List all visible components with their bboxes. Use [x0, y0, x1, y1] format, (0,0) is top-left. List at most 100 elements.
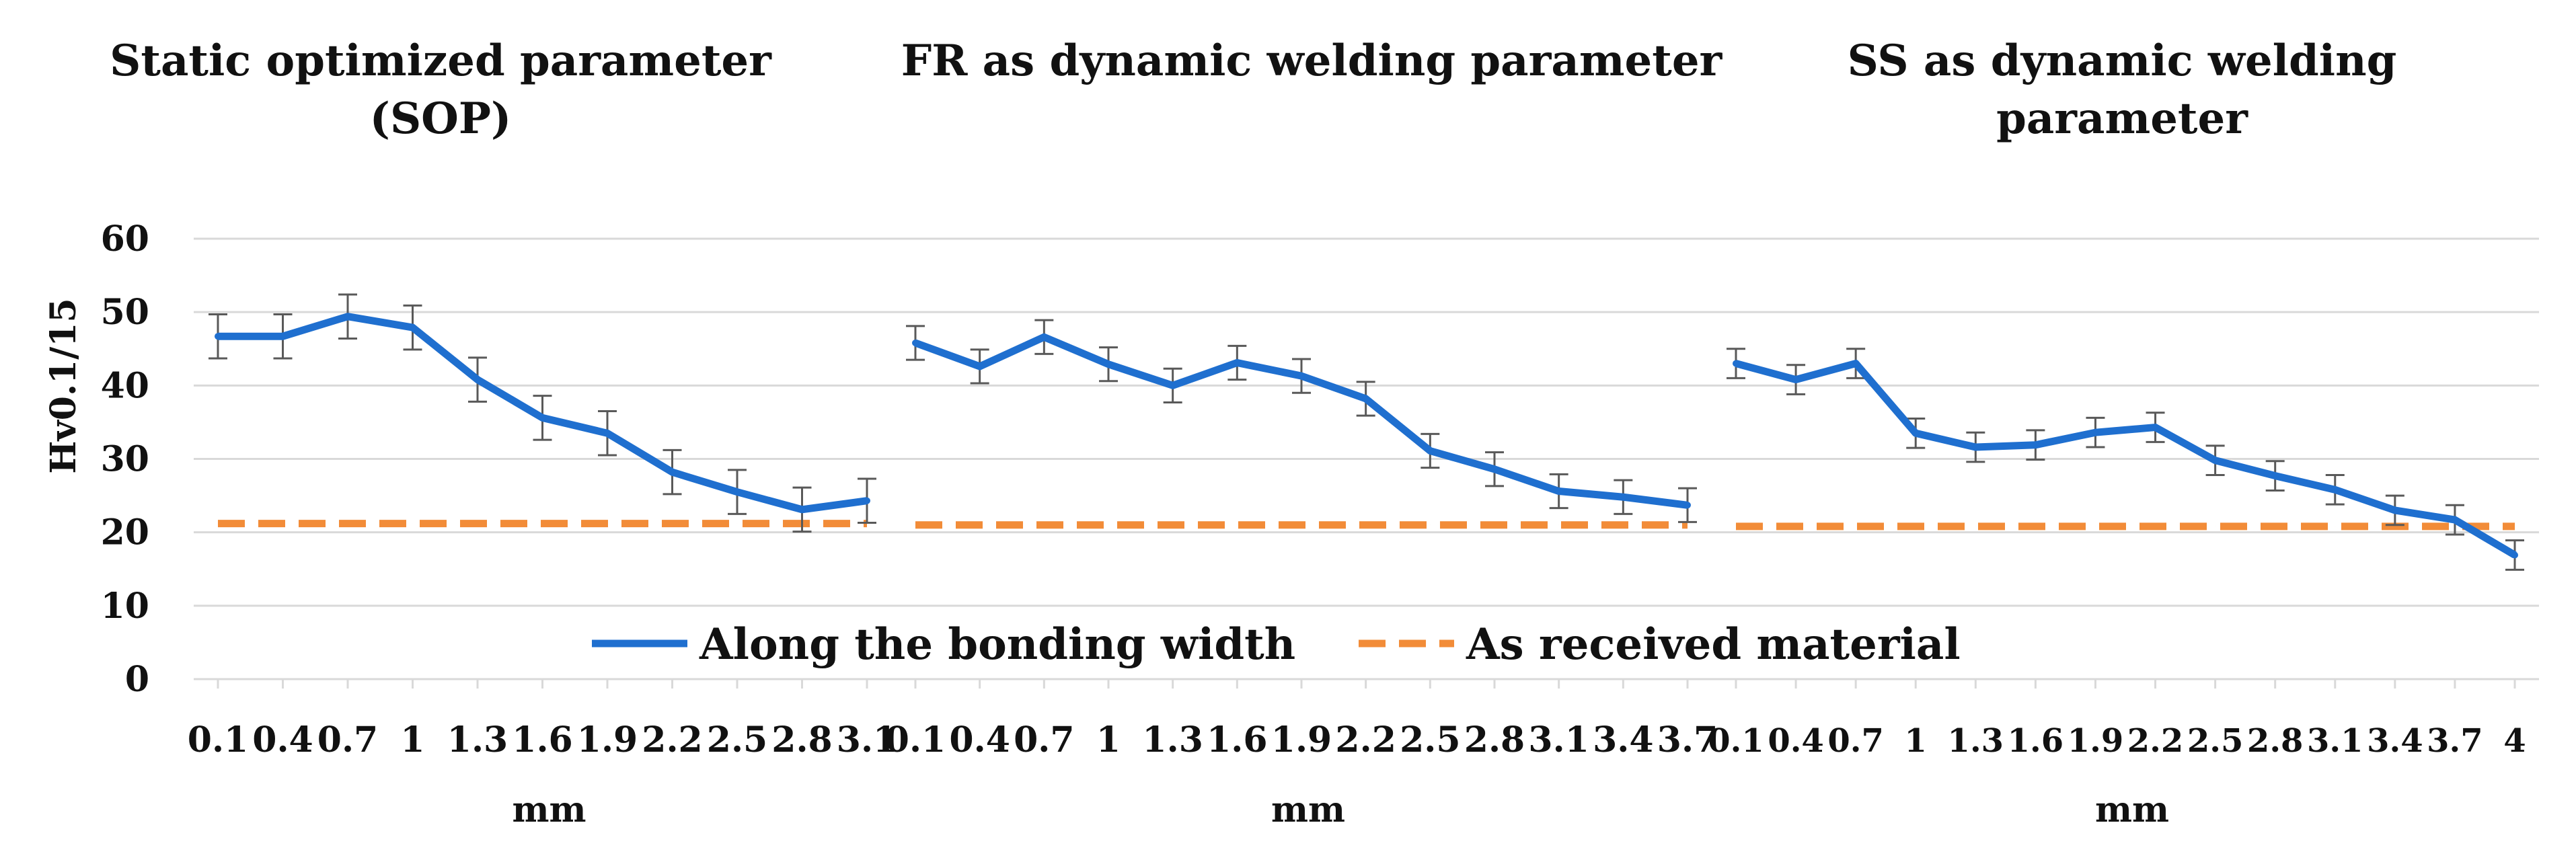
x-tick-label: 3.7 [2427, 722, 2483, 760]
x-tick-label: 0.4 [1768, 722, 1824, 760]
y-tick-label: 10 [101, 586, 149, 627]
point-along-bonding-width [734, 488, 741, 496]
point-along-bonding-width [1792, 376, 1800, 383]
x-tick-label: 0.4 [949, 719, 1010, 760]
point-along-bonding-width [539, 414, 546, 422]
y-tick-label: 0 [125, 659, 149, 700]
legend: Along the bonding width As received mate… [592, 619, 1961, 670]
x-axis-label: mm [512, 789, 586, 830]
point-along-bonding-width [1491, 465, 1498, 473]
point-along-bonding-width [279, 333, 287, 340]
x-tick-label: 1 [1905, 722, 1927, 760]
legend-label-as-received-material: As received material [1466, 619, 1961, 670]
point-along-bonding-width [1684, 502, 1691, 509]
point-along-bonding-width [2511, 551, 2518, 559]
point-along-bonding-width [1040, 334, 1048, 341]
point-along-bonding-width [1427, 447, 1434, 455]
x-tick-label: 1.6 [512, 719, 572, 760]
x-tick-label: 3.4 [2367, 722, 2423, 760]
x-tick-label: 1 [400, 719, 424, 760]
point-along-bonding-width [1733, 360, 1739, 367]
x-axis-label: mm [2095, 789, 2169, 830]
point-along-bonding-width [604, 430, 611, 437]
x-tick-label: 2.5 [1400, 719, 1460, 760]
point-along-bonding-width [976, 362, 983, 370]
y-tick-label: 30 [101, 439, 149, 480]
x-tick-label: 2.2 [2127, 722, 2184, 760]
point-along-bonding-width [912, 340, 919, 347]
x-tick-label: 2.2 [1335, 719, 1396, 760]
point-along-bonding-width [344, 313, 351, 320]
x-tick-label: 2.2 [642, 719, 702, 760]
x-tick-label: 3.7 [1657, 719, 1718, 760]
x-tick-label: 2.8 [2247, 722, 2304, 760]
x-tick-label: 0.7 [1827, 722, 1884, 760]
x-tick-label: 1.3 [1142, 719, 1203, 760]
x-tick-label: 0.1 [188, 719, 248, 760]
x-tick-label: 0.7 [317, 719, 378, 760]
panel-2: 0.1 0.4 0.7 1 1.3 1.6 1.9 2.2 2.5 2.8 3.1 3.4 3.7 mm F… [885, 36, 1723, 830]
point-along-bonding-width [409, 324, 416, 331]
point-along-bonding-width [2092, 429, 2099, 436]
y-axis-label: Hv0.1/15 [43, 298, 84, 473]
point-along-bonding-width [2331, 486, 2339, 494]
x-tick-label: 0.4 [252, 719, 313, 760]
x-tick-label: 3.1 [1528, 719, 1589, 760]
y-tick-label: 60 [101, 219, 149, 260]
point-along-bonding-width [1972, 444, 1979, 451]
panel-title: parameter [1996, 93, 2248, 144]
panel-title: FR as dynamic welding parameter [901, 36, 1723, 86]
panel-title: SS as dynamic welding [1848, 36, 2397, 86]
point-along-bonding-width [215, 333, 221, 340]
point-along-bonding-width [2152, 424, 2159, 431]
point-along-bonding-width [1555, 487, 1562, 495]
panel-title: (SOP) [370, 93, 512, 144]
x-tick-label: 2.8 [1464, 719, 1525, 760]
point-along-bonding-width [2211, 457, 2219, 464]
point-along-bonding-width [474, 376, 481, 383]
legend-label-along-bonding-width: Along the bonding width [699, 619, 1295, 670]
x-tick-label: 2.8 [771, 719, 832, 760]
x-tick-label: 0.7 [1014, 719, 1074, 760]
point-along-bonding-width [1105, 360, 1112, 368]
point-along-bonding-width [669, 469, 676, 476]
point-along-bonding-width [1234, 359, 1241, 366]
y-tick-label: 50 [101, 292, 149, 333]
series-line-along-bonding-width [1735, 360, 2517, 559]
point-along-bonding-width [2451, 516, 2458, 524]
point-along-bonding-width [864, 497, 870, 504]
point-along-bonding-width [1912, 430, 1920, 437]
point-along-bonding-width [798, 506, 806, 513]
x-tick-label: 1.6 [1207, 719, 1267, 760]
x-tick-label: 1.9 [2068, 722, 2124, 760]
x-tick-label: 0.1 [885, 719, 946, 760]
x-tick-label: 1.6 [2008, 722, 2064, 760]
x-tick-label: 0.1 [1708, 722, 1764, 760]
point-along-bonding-width [1169, 382, 1176, 389]
point-along-bonding-width [2391, 506, 2398, 514]
x-tick-label: 3.4 [1593, 719, 1653, 760]
point-along-bonding-width [1852, 360, 1860, 367]
x-tick-label: 2.5 [707, 719, 767, 760]
x-tick-label: 3.1 [2307, 722, 2363, 760]
y-tick-label: 20 [101, 512, 149, 553]
panel-3: 0.1 0.4 0.7 1 1.3 1.6 1.9 2.2 2.5 2.8 3.1 3.4 3.7 4 mm… [1708, 36, 2539, 830]
panel-1: 0 10 20 30 40 50 60 0.1 0.4 0.7 1 1.3 1.6 1.9 2.2 2.5 2.… [101, 36, 898, 830]
point-along-bonding-width [1298, 373, 1305, 380]
point-along-bonding-width [2271, 472, 2279, 479]
point-along-bonding-width [1362, 395, 1369, 402]
x-tick-label: 2.5 [2187, 722, 2244, 760]
x-tick-label: 1 [1096, 719, 1121, 760]
x-tick-label: 1.3 [1948, 722, 2004, 760]
x-tick-label: 4 [2503, 722, 2526, 760]
point-along-bonding-width [1620, 494, 1627, 501]
panel-title: Static optimized parameter [110, 36, 772, 86]
point-along-bonding-width [2032, 441, 2039, 448]
y-tick-label: 40 [101, 365, 149, 406]
x-axis-label: mm [1271, 789, 1345, 830]
x-tick-label: 3.1 [837, 719, 897, 760]
x-tick-label: 1.9 [1271, 719, 1332, 760]
x-tick-label: 1.9 [577, 719, 638, 760]
